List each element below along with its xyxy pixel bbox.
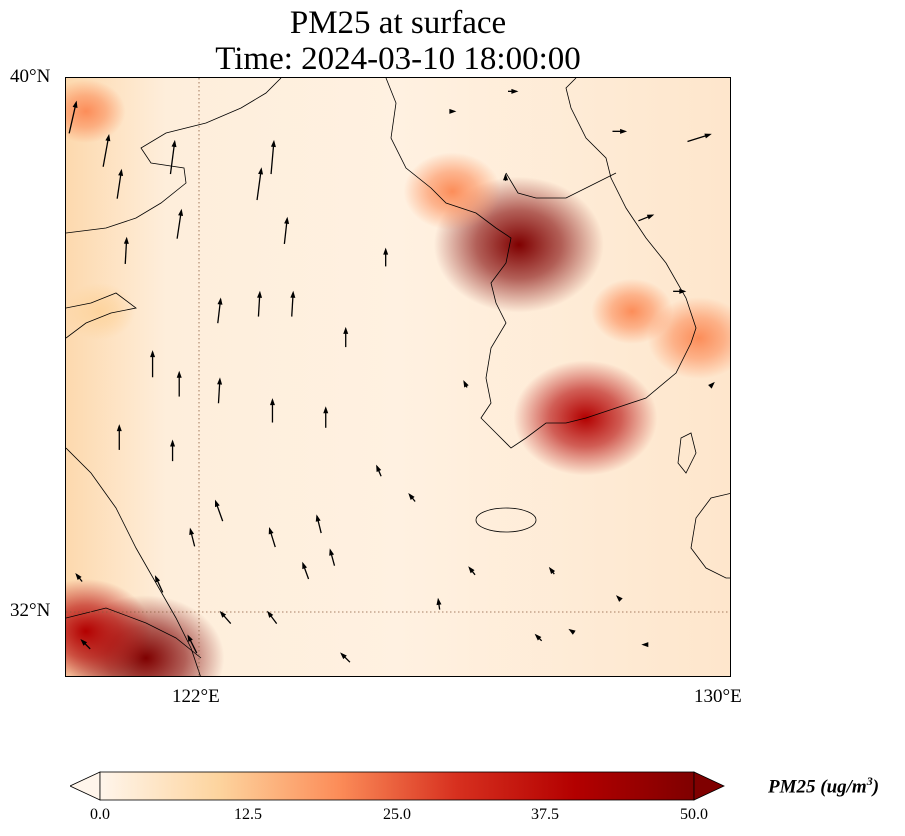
wind-arrow: [408, 492, 416, 502]
wind-arrow: [267, 610, 278, 624]
wind-arrow: [189, 527, 196, 547]
wind-arrow: [548, 566, 556, 575]
wind-arrow: [290, 290, 296, 317]
wind-arrow: [257, 290, 263, 317]
wind-arrow: [68, 100, 78, 134]
wind-arrow: [463, 380, 469, 388]
wind-arrow: [268, 526, 276, 548]
wind-arrow: [687, 133, 712, 143]
lat-label-32n: 32°N: [10, 600, 51, 621]
colorbar-label: PM25 (ug/m3): [768, 774, 880, 798]
pm25-hotspot: [403, 152, 501, 231]
wind-arrow: [315, 514, 322, 534]
wind-arrow: [219, 610, 232, 625]
colorbar-min-extend: [70, 771, 101, 801]
wind-arrow: [436, 597, 442, 610]
wind-arrow: [150, 350, 156, 378]
wind-arrow: [376, 464, 382, 477]
colorbar-tick: 12.5: [234, 806, 262, 823]
wind-arrow: [503, 173, 509, 181]
wind-arrow: [270, 139, 276, 175]
map-time: Time: 2024-03-10 18:00:00: [215, 41, 581, 77]
wind-arrow: [449, 108, 457, 114]
coastlines: [66, 78, 730, 676]
wind-arrow: [215, 499, 224, 522]
wind-arrow: [170, 439, 176, 462]
gridlines: [66, 78, 730, 676]
wind-arrow: [187, 634, 198, 654]
wind-arrow: [468, 566, 476, 576]
colorbar-gradient: [99, 771, 695, 801]
wind-arrow: [641, 642, 649, 648]
pm25-hotspot: [66, 282, 135, 340]
colorbar-tick: 50.0: [680, 806, 708, 823]
wind-arrow: [123, 236, 129, 264]
lon-label-122e: 122°E: [172, 686, 220, 707]
wind-arrow: [708, 381, 715, 389]
wind-arrow: [217, 297, 223, 324]
map-canvas: [66, 78, 730, 676]
wind-arrow: [329, 548, 336, 566]
wind-arrow: [80, 639, 91, 650]
wind-vectors: [68, 88, 715, 663]
lon-label-130e: 130°E: [694, 686, 742, 707]
wind-arrow: [176, 208, 184, 239]
wind-arrow: [323, 406, 329, 428]
wind-arrow: [302, 561, 310, 580]
wind-arrow: [154, 575, 164, 593]
pm25-hotspot: [66, 79, 126, 143]
wind-arrow: [673, 288, 687, 294]
pm25-hotspot: [591, 278, 673, 344]
wind-arrow: [615, 595, 623, 602]
wind-arrow: [383, 247, 389, 267]
jeju-island: [475, 507, 537, 533]
wind-arrow: [176, 370, 182, 397]
wind-arrow: [217, 377, 223, 404]
wind-arrow: [256, 167, 264, 201]
colorbar-tick: 25.0: [383, 806, 411, 823]
wind-arrow: [638, 214, 655, 222]
wind-arrow: [534, 633, 543, 642]
lat-label-40n: 40°N: [10, 66, 51, 87]
wind-arrow: [169, 139, 177, 175]
colorbar-tick: 0.0: [90, 806, 110, 823]
wind-arrow: [102, 133, 111, 167]
wind-arrow: [612, 128, 628, 134]
wind-arrow: [568, 628, 576, 635]
wind-arrow: [343, 326, 349, 348]
wind-arrow: [340, 652, 351, 663]
wind-arrow: [116, 424, 122, 450]
map-title: PM25 at surface: [289, 5, 507, 41]
wind-arrow: [116, 168, 124, 199]
wind-arrow: [269, 398, 275, 423]
wind-arrow: [283, 216, 290, 245]
colorbar: [70, 771, 725, 801]
wind-arrow: [75, 572, 83, 582]
pm25-map: [65, 77, 731, 677]
wind-arrow: [508, 88, 519, 94]
colorbar-tick: 37.5: [531, 806, 559, 823]
colorbar-max-extend: [693, 771, 725, 801]
pm25-hotspot: [66, 578, 152, 676]
